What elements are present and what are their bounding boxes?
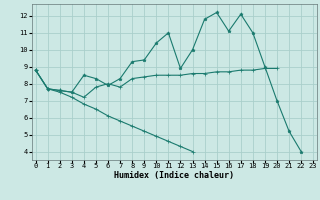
X-axis label: Humidex (Indice chaleur): Humidex (Indice chaleur): [115, 171, 234, 180]
